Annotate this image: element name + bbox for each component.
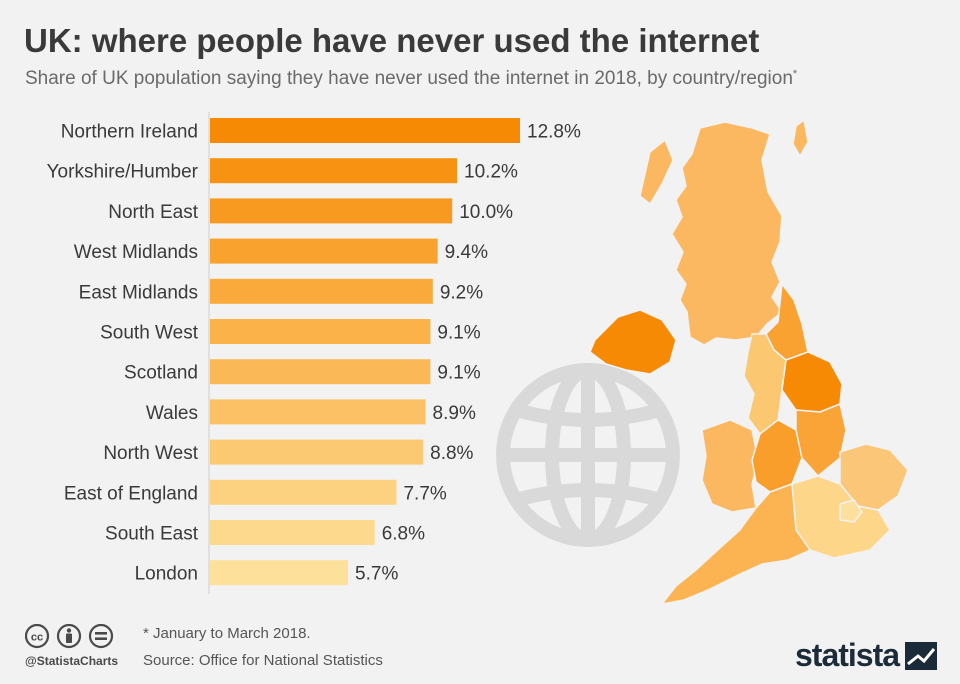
- svg-text:cc: cc: [31, 632, 43, 644]
- subtitle-text: Share of UK population saying they have …: [25, 68, 793, 89]
- category-label-south-east: South East: [105, 524, 199, 545]
- statista-wordmark: statista: [795, 637, 900, 673]
- value-label-south-west: 9.1%: [437, 323, 480, 344]
- globe-icon: [496, 363, 680, 547]
- map-region-northern-ireland: [589, 309, 677, 375]
- bars-group: Northern Ireland 12.8% Yorkshire/Humber 10.…: [47, 118, 581, 586]
- category-label-east-midlands: East Midlands: [79, 282, 198, 303]
- bar-yorkshire-humber: [210, 158, 458, 184]
- bar-north-east: [210, 198, 453, 224]
- chart-subtitle: Share of UK population saying they have …: [25, 68, 797, 90]
- creative-commons-icon: cc: [25, 624, 50, 649]
- subtitle-footnote-marker: *: [792, 68, 798, 80]
- map-island-outer-hebrides: [639, 139, 674, 205]
- bar-chart: Northern Ireland 12.8% Yorkshire/Humber 10.…: [47, 112, 581, 594]
- value-label-north-west: 8.8%: [430, 443, 473, 464]
- value-label-east-midlands: 9.2%: [440, 282, 483, 303]
- category-label-northern-ireland: Northern Ireland: [61, 122, 198, 143]
- value-label-west-midlands: 9.4%: [445, 242, 488, 263]
- bar-wales: [210, 399, 426, 425]
- bar-scotland: [210, 359, 431, 385]
- value-label-north-east: 10.0%: [459, 202, 513, 223]
- chart-title: UK: where people have never used the int…: [24, 22, 760, 59]
- bar-east-midlands: [210, 278, 433, 304]
- value-label-london: 5.7%: [355, 564, 398, 585]
- footnote: * January to March 2018.: [143, 625, 311, 642]
- bar-northern-ireland: [210, 118, 520, 143]
- category-label-london: London: [135, 564, 198, 585]
- value-label-east-of-england: 7.7%: [403, 483, 446, 504]
- map-region-east-midlands: [795, 403, 847, 477]
- map-region-wales: [701, 419, 759, 513]
- bar-north-west: [210, 439, 424, 465]
- value-label-scotland: 9.1%: [437, 363, 480, 384]
- bar-south-west: [210, 319, 431, 344]
- value-label-yorkshire-humber: 10.2%: [464, 162, 518, 183]
- category-label-east-of-england: East of England: [64, 483, 198, 504]
- bar-south-east: [210, 520, 375, 545]
- category-label-west-midlands: West Midlands: [74, 242, 198, 263]
- value-label-wales: 8.9%: [433, 403, 476, 424]
- map-region-south-west: [661, 483, 811, 605]
- attribution-icon: [56, 624, 82, 649]
- category-label-south-west: South West: [100, 323, 199, 344]
- map-region-yorkshire-humber: [781, 351, 843, 413]
- category-label-wales: Wales: [146, 403, 198, 424]
- map-island-shetland: [792, 119, 809, 157]
- map-region-london: [839, 499, 863, 523]
- value-label-northern-ireland: 12.8%: [527, 122, 581, 143]
- uk-region-map: [496, 119, 909, 605]
- source-note: Source: Office for National Statistics: [143, 652, 383, 669]
- footer: cc @StatistaCharts * January to March 20…: [0, 612, 960, 684]
- category-label-scotland: Scotland: [124, 363, 198, 384]
- value-label-south-east: 6.8%: [382, 524, 425, 545]
- bar-west-midlands: [210, 238, 438, 264]
- bar-london: [210, 560, 349, 586]
- no-derivatives-icon: [88, 624, 114, 649]
- category-label-north-east: North East: [108, 202, 198, 223]
- license-icons: cc: [25, 624, 114, 649]
- map-region-scotland: [671, 121, 783, 346]
- category-label-yorkshire-humber: Yorkshire/Humber: [47, 162, 199, 183]
- bar-east-of-england: [210, 479, 397, 505]
- map-region-east-of-england: [839, 443, 909, 511]
- statista-handle: @StatistaCharts: [25, 654, 119, 668]
- category-label-north-west: North West: [103, 443, 198, 464]
- statista-logo-icon: [905, 642, 937, 670]
